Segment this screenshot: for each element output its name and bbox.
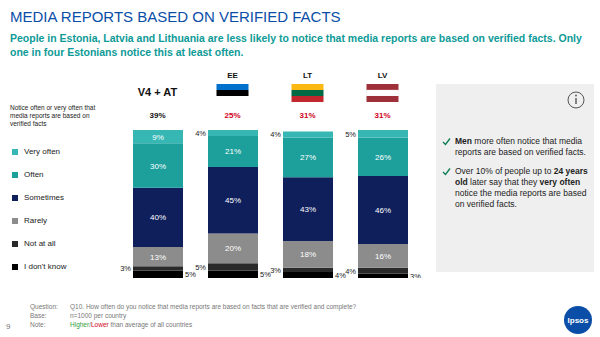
html-text:MEDIA REPORTS BASED ON VERIFIE: MEDIA REPORTS BASED ON VERIFIED FACTS <box>10 8 341 25</box>
html-text:Note:: Note: <box>30 321 46 328</box>
svg-text:31%: 31% <box>299 111 315 120</box>
svg-text:13%: 13% <box>150 253 166 262</box>
html-text:Men more often notice that med: Men more often notice that media reports… <box>455 136 586 157</box>
html-text:Very often: Very often <box>24 147 60 156</box>
html-text:n=1000 per country: n=1000 per country <box>70 312 127 319</box>
svg-text:27%: 27% <box>300 153 316 162</box>
html-text:Over 10% of people up to 24 ye: Over 10% of people up to 24 years old la… <box>455 166 588 187</box>
svg-text:46%: 46% <box>375 206 391 215</box>
svg-text:V4 + AT: V4 + AT <box>138 86 178 98</box>
html-text:Rarely: Rarely <box>24 216 48 225</box>
html-text:Q10. How often do you notice t: Q10. How often do you notice that media … <box>70 303 357 310</box>
svg-text:16%: 16% <box>375 252 391 261</box>
svg-text:9%: 9% <box>152 133 164 142</box>
svg-text:40%: 40% <box>150 213 166 222</box>
html-text:Notice often or very often tha: Notice often or very often that media re… <box>10 104 96 127</box>
html-text:notice the media reports are b: notice the media reports are based on ve… <box>455 188 587 209</box>
svg-text:39%: 39% <box>149 111 165 120</box>
svg-text:4%: 4% <box>270 130 281 139</box>
svg-text:5%: 5% <box>195 263 206 272</box>
svg-text:26%: 26% <box>375 153 391 162</box>
html-text:Sometimes: Sometimes <box>24 193 64 202</box>
svg-text:45%: 45% <box>225 196 241 205</box>
svg-text:43%: 43% <box>300 205 316 214</box>
html-text:Higher / Lower than average of: Higher / Lower than average of all count… <box>70 321 193 328</box>
html-text:Base:: Base: <box>30 312 47 319</box>
html-text:People in Estonia, Latvia and: People in Estonia, Latvia and Lithuania … <box>10 32 582 58</box>
html-text:Often: Often <box>24 170 44 179</box>
html-text:9: 9 <box>6 322 11 331</box>
svg-text:4%: 4% <box>345 267 356 276</box>
svg-text:EE: EE <box>227 71 238 80</box>
svg-text:30%: 30% <box>150 162 166 171</box>
svg-text:LV: LV <box>378 71 388 80</box>
html-text:Not at all: Not at all <box>24 239 56 248</box>
html-text:I don't know: I don't know <box>24 262 67 271</box>
svg-text:3%: 3% <box>410 272 421 278</box>
svg-text:31%: 31% <box>374 111 390 120</box>
svg-text:4%: 4% <box>195 129 206 138</box>
svg-text:3%: 3% <box>120 264 131 273</box>
svg-text:18%: 18% <box>300 250 316 259</box>
html-text:Question:: Question: <box>30 303 58 310</box>
html-text:Ipsos: Ipsos <box>567 315 589 325</box>
svg-text:5%: 5% <box>345 130 356 139</box>
svg-text:LT: LT <box>303 71 312 80</box>
svg-text:25%: 25% <box>224 111 240 120</box>
svg-text:21%: 21% <box>225 147 241 156</box>
svg-text:20%: 20% <box>225 244 241 253</box>
svg-text:3%: 3% <box>270 266 281 275</box>
